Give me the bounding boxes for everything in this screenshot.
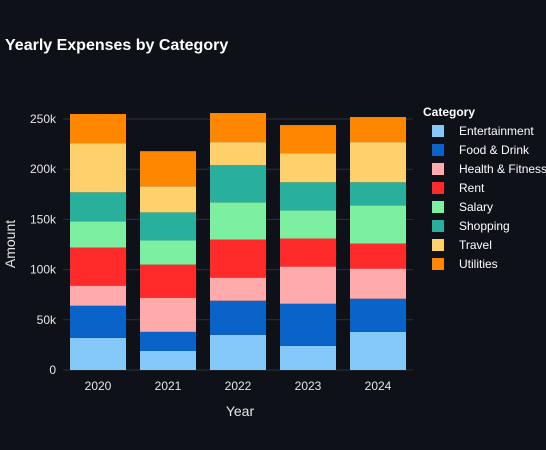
bar-segment xyxy=(70,285,126,306)
x-tick-label: 2022 xyxy=(225,379,252,393)
legend-label: Travel xyxy=(459,238,492,252)
legend-title: Category xyxy=(423,105,475,119)
legend-swatch xyxy=(432,163,444,175)
x-axis-title: Year xyxy=(226,403,255,419)
x-axis-ticks: 2020 2021 2022 2023 2024 xyxy=(85,379,392,393)
bar-segment xyxy=(140,331,196,351)
legend-label: Entertainment xyxy=(459,124,534,138)
bar-segment xyxy=(210,277,266,301)
x-tick-label: 2023 xyxy=(295,379,322,393)
y-tick-label: 50k xyxy=(37,313,57,327)
bar-segment xyxy=(210,142,266,166)
bar-segment xyxy=(70,247,126,286)
bar-segment xyxy=(350,205,406,244)
legend-label: Food & Drink xyxy=(459,143,530,157)
legend-label: Health & Fitness xyxy=(459,162,546,176)
bar-segment xyxy=(70,114,126,144)
bar-segment xyxy=(210,239,266,278)
bar-segment xyxy=(70,143,126,193)
bar-segment xyxy=(210,334,266,370)
bar-segment xyxy=(140,186,196,213)
bar-segment xyxy=(350,142,406,183)
bar-segment xyxy=(350,268,406,299)
bar-segment xyxy=(280,345,336,370)
y-axis-ticks: 0 50k 100k 150k 200k 250k xyxy=(30,112,57,377)
bar-segment xyxy=(280,210,336,239)
bar-segment xyxy=(350,331,406,370)
bar-segment xyxy=(140,264,196,298)
legend-label: Salary xyxy=(459,200,493,214)
bar-segment xyxy=(350,182,406,206)
bar-segment xyxy=(70,305,126,338)
bar-segment xyxy=(140,240,196,265)
bar-segment xyxy=(350,243,406,269)
bar-segment xyxy=(280,266,336,304)
legend-swatch xyxy=(432,258,444,270)
legend: Category Entertainment Food & Drink Health… xyxy=(423,105,546,271)
bar-segment xyxy=(350,117,406,143)
bar-segment xyxy=(210,300,266,335)
bar-segment xyxy=(140,151,196,187)
y-tick-label: 100k xyxy=(30,263,57,277)
legend-swatch xyxy=(432,125,444,137)
bar-segment xyxy=(210,165,266,203)
y-tick-label: 200k xyxy=(30,162,57,176)
legend-swatch xyxy=(432,220,444,232)
x-tick-label: 2024 xyxy=(365,379,392,393)
bar-segment xyxy=(140,297,196,332)
legend-swatch xyxy=(432,239,444,251)
bar-segment xyxy=(280,125,336,154)
bars xyxy=(70,113,406,370)
bar-segment xyxy=(280,182,336,211)
legend-swatch xyxy=(432,182,444,194)
y-axis-title: Amount xyxy=(2,220,18,268)
y-tick-label: 150k xyxy=(30,212,57,226)
legend-label: Shopping xyxy=(459,219,510,233)
y-tick-label: 250k xyxy=(30,112,57,126)
legend-swatch xyxy=(432,201,444,213)
bar-segment xyxy=(70,192,126,222)
bar-segment xyxy=(350,298,406,332)
bar-segment xyxy=(70,337,126,370)
x-tick-label: 2020 xyxy=(85,379,112,393)
bar-segment xyxy=(280,153,336,183)
legend-label: Utilities xyxy=(459,257,498,271)
bar-segment xyxy=(280,238,336,267)
bar-segment xyxy=(210,202,266,240)
y-tick-label: 0 xyxy=(49,363,56,377)
bar-segment xyxy=(210,113,266,143)
bar-segment xyxy=(140,350,196,370)
x-tick-label: 2021 xyxy=(155,379,182,393)
chart-title: Yearly Expenses by Category xyxy=(5,37,228,54)
bar-segment xyxy=(70,221,126,248)
legend-swatch xyxy=(432,144,444,156)
bar-segment xyxy=(280,303,336,346)
bar-segment xyxy=(140,212,196,241)
legend-label: Rent xyxy=(459,181,485,195)
